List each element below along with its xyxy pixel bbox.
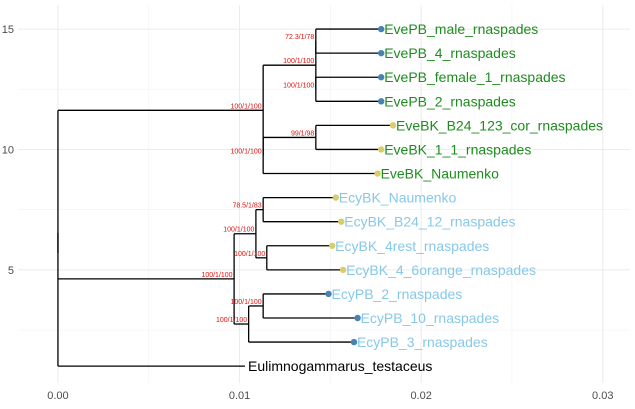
tip-label: EvePB_female_1_rnaspades <box>384 69 565 85</box>
tip-label: EvePB_2_rnaspades <box>384 93 516 109</box>
tip-point <box>350 338 358 346</box>
tip-label: EveBK_1_1_rnaspades <box>384 141 531 157</box>
x-tick-label: 0.02 <box>410 390 431 402</box>
support-value: 100/1/100 <box>283 82 314 89</box>
grid <box>18 5 630 383</box>
tip-label: EcyBK_4_6orange_rnaspades <box>346 262 536 278</box>
support-value: 78.5/1/83 <box>232 203 261 210</box>
tip-point <box>325 290 332 298</box>
support-value: 72.3/1/78 <box>285 34 314 41</box>
tip-point <box>332 194 340 201</box>
tip-point <box>378 146 385 153</box>
tip-label: EveBK_Naumenko <box>381 166 500 182</box>
tip-label: EcyBK_4rest_rnaspades <box>335 238 489 254</box>
tip-point <box>339 266 347 274</box>
tip-label: EvePB_male_rnaspades <box>384 21 538 37</box>
tip-point <box>354 314 361 322</box>
support-value: 100/1/100 <box>223 227 254 234</box>
tip-point <box>378 98 385 105</box>
tip-label: Eulimnogammarus_testaceus <box>248 358 432 374</box>
tip-label: EcyBK_B24_12_rnaspades <box>344 214 515 230</box>
support-values: 100/1/100 100/1/100 72.3/1/78 100/1/100 100/… <box>201 34 314 324</box>
tip-point <box>378 25 385 33</box>
tip-label: EvePB_4_rnaspades <box>384 45 516 61</box>
tip-label: EveBK_B24_123_cor_rnaspades <box>396 117 603 133</box>
tip-labels: EvePB_male_rnaspades EvePB_4_rnaspades Eve… <box>248 21 603 374</box>
x-axis: 0.00 0.01 0.02 0.03 <box>47 390 613 402</box>
x-tick-label: 0.01 <box>229 390 250 402</box>
tip-point <box>338 218 345 225</box>
support-value: 100/1/100 <box>216 317 247 324</box>
tree-branches <box>57 28 394 367</box>
support-value: 100/1/100 <box>231 103 262 110</box>
support-value: 100/1/100 <box>234 251 265 258</box>
tip-points <box>325 25 397 346</box>
tip-label: EcyPB_2_rnaspades <box>332 286 463 302</box>
support-value: 100/1/100 <box>283 58 314 65</box>
tip-point <box>374 170 381 177</box>
tip-point <box>378 49 385 57</box>
tip-label: EcyBK_Naumenko <box>339 190 457 206</box>
x-tick-label: 0.00 <box>47 390 68 402</box>
support-value: 100/1/100 <box>231 148 262 155</box>
y-tick-label: 15 <box>2 24 14 36</box>
support-value: 100/1/100 <box>231 299 262 306</box>
tip-label: EcyPB_3_rnaspades <box>357 334 488 350</box>
y-tick-label: 5 <box>8 265 14 277</box>
support-value: 99/1/98 <box>291 130 314 137</box>
y-axis: 5 10 15 <box>2 24 14 277</box>
support-value: 100/1/100 <box>201 272 232 279</box>
tip-label: EcyPB_10_rnaspades <box>361 310 500 326</box>
tip-point <box>378 74 385 81</box>
x-tick-label: 0.03 <box>592 390 613 402</box>
y-tick-label: 10 <box>2 144 14 156</box>
tip-point <box>389 122 397 129</box>
tip-point <box>328 242 336 249</box>
